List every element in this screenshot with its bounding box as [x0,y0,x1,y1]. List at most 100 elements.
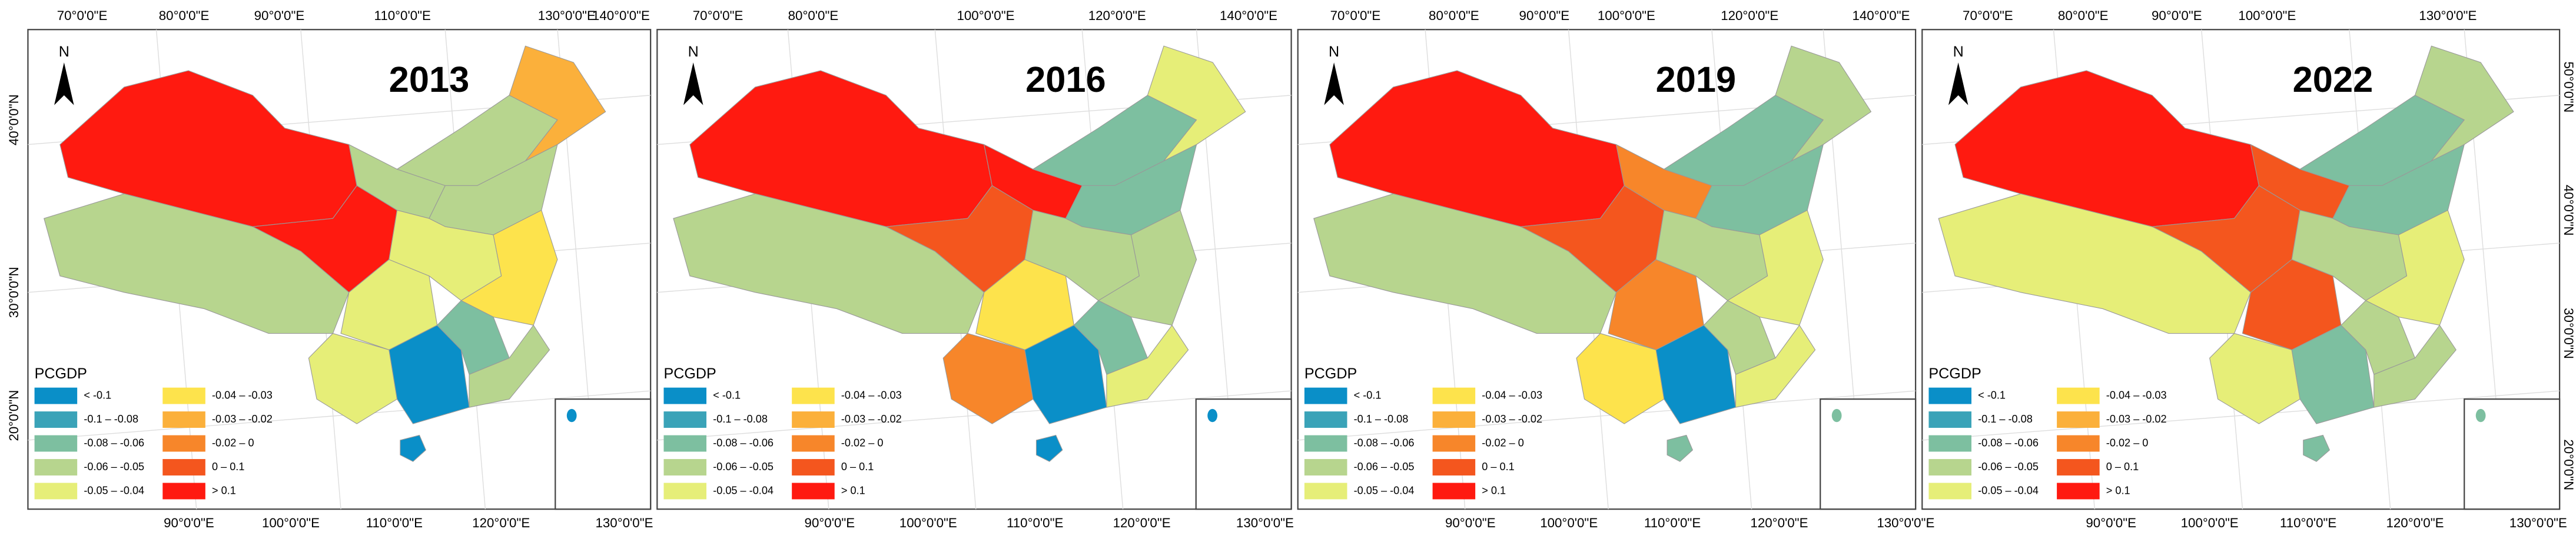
legend-swatch [162,435,205,452]
top-coord-label: 100°0'0"E [957,8,1014,23]
right-coord-label: 30°0'0"N [2561,308,2576,359]
legend-swatch [663,387,707,404]
legend-swatch [2057,483,2100,500]
legend-label: -0.03 – -0.02 [841,413,902,425]
legend-label: -0.02 – 0 [212,437,254,448]
left-coord-label: 30°0'0"N [6,267,21,318]
legend-swatch [34,483,78,500]
legend-swatch [2057,459,2100,476]
bottom-coord-label: 120°0'0"E [472,516,530,530]
legend-label: -0.02 – 0 [841,437,884,448]
north-label: N [688,44,699,60]
legend-label: -0.1 – -0.08 [1978,413,2033,425]
legend-label: > 0.1 [212,484,236,496]
top-coord-label: 140°0'0"E [1220,8,1277,23]
legend-label: -0.03 – -0.02 [212,413,273,425]
region [1106,324,1189,408]
legend-title: PCGDP [1304,365,1357,382]
top-coord-label: 140°0'0"E [1852,8,1910,23]
top-coord-label: 140°0'0"E [592,8,650,23]
legend-label: -0.08 – -0.06 [1354,437,1415,448]
legend-swatch [162,387,205,404]
legend-swatch [34,435,78,452]
map-panel: 2022 N PCGDP < -0.1 -0.1 – -0.08 -0.08 – -0.0… [1921,8,2576,530]
legend-label: -0.02 – 0 [1482,437,1524,448]
legend-label: -0.04 – -0.03 [1482,389,1542,401]
bottom-coord-label: 100°0'0"E [899,516,957,530]
top-coord-label: 80°0'0"E [159,8,210,23]
legend-swatch [1304,387,1347,404]
bottom-coord-label: 130°0'0"E [1877,516,1934,530]
legend-swatch [162,459,205,476]
bottom-coord-label: 120°0'0"E [1750,516,1808,530]
legend-label: -0.05 – -0.04 [1978,484,2039,496]
legend-swatch [663,459,707,476]
bottom-coord-label: 90°0'0"E [805,516,855,530]
map-panel: 2016 N PCGDP < -0.1 -0.1 – -0.08 -0.08 – -0.0… [656,8,1294,530]
top-coord-label: 90°0'0"E [1519,8,1570,23]
bottom-coord-label: 90°0'0"E [164,516,214,530]
inset-island [2475,408,2486,423]
bottom-coord-label: 100°0'0"E [1540,516,1598,530]
region [673,193,985,334]
north-arrow [54,62,74,105]
legend-label: -0.04 – -0.03 [841,389,902,401]
legend-swatch [34,411,78,428]
legend-label: < -0.1 [713,389,741,401]
region [1938,193,2252,334]
legend-label: < -0.1 [84,389,111,401]
legend-label: -0.05 – -0.04 [1354,484,1415,496]
legend-swatch [1304,411,1347,428]
legend-swatch [1928,411,1971,428]
top-coord-label: 130°0'0"E [538,8,596,23]
top-coord-label: 100°0'0"E [1598,8,1655,23]
region [509,45,606,162]
legend-swatch [2057,387,2100,404]
bottom-coord-label: 110°0'0"E [2280,516,2336,530]
legend-swatch [1432,411,1476,428]
legend-label: -0.1 – -0.08 [713,413,768,425]
year-title: 2013 [389,59,470,100]
region [44,193,350,334]
legend-label: -0.1 – -0.08 [84,413,138,425]
top-coord-label: 90°0'0"E [2152,8,2202,23]
region [1727,210,1824,326]
legend-swatch [792,483,835,500]
right-coord-label: 40°0'0"N [2561,185,2576,236]
legend-swatch [663,483,707,500]
legend-title: PCGDP [35,365,87,382]
region [1097,210,1197,326]
legend-swatch [1432,435,1476,452]
top-coord-label: 130°0'0"E [2419,8,2477,23]
legend-swatch [1432,387,1476,404]
region [2373,324,2457,408]
top-coord-label: 70°0'0"E [1963,8,2013,23]
right-coord-label: 20°0'0"N [2561,439,2576,490]
bottom-coord-label: 110°0'0"E [366,516,423,530]
legend-label: -0.06 – -0.05 [84,461,144,473]
legend-swatch [792,411,835,428]
top-coord-label: 70°0'0"E [693,8,743,23]
legend-swatch [1928,459,1971,476]
legend-swatch [663,435,707,452]
top-coord-label: 120°0'0"E [1088,8,1146,23]
top-coord-label: 80°0'0"E [1429,8,1479,23]
north-arrow [1948,62,1968,105]
north-arrow [683,62,703,105]
legend-label: > 0.1 [1482,484,1506,496]
legend-label: < -0.1 [1354,389,1382,401]
legend-label: > 0.1 [2106,484,2130,496]
graticule [657,390,1292,441]
legend-label: 0 – 0.1 [2106,461,2139,473]
legend-swatch [1304,483,1347,500]
region [1667,434,1694,462]
map-panel: 2013 N PCGDP < -0.1 -0.1 – -0.08 -0.08 – -0.0… [6,8,653,530]
legend-label: -0.08 – -0.06 [713,437,774,448]
region [460,210,558,326]
legend-label: -0.04 – -0.03 [2106,389,2167,401]
inset-island [566,408,577,423]
bottom-coord-label: 120°0'0"E [2386,516,2444,530]
legend-label: 0 – 0.1 [841,461,874,473]
